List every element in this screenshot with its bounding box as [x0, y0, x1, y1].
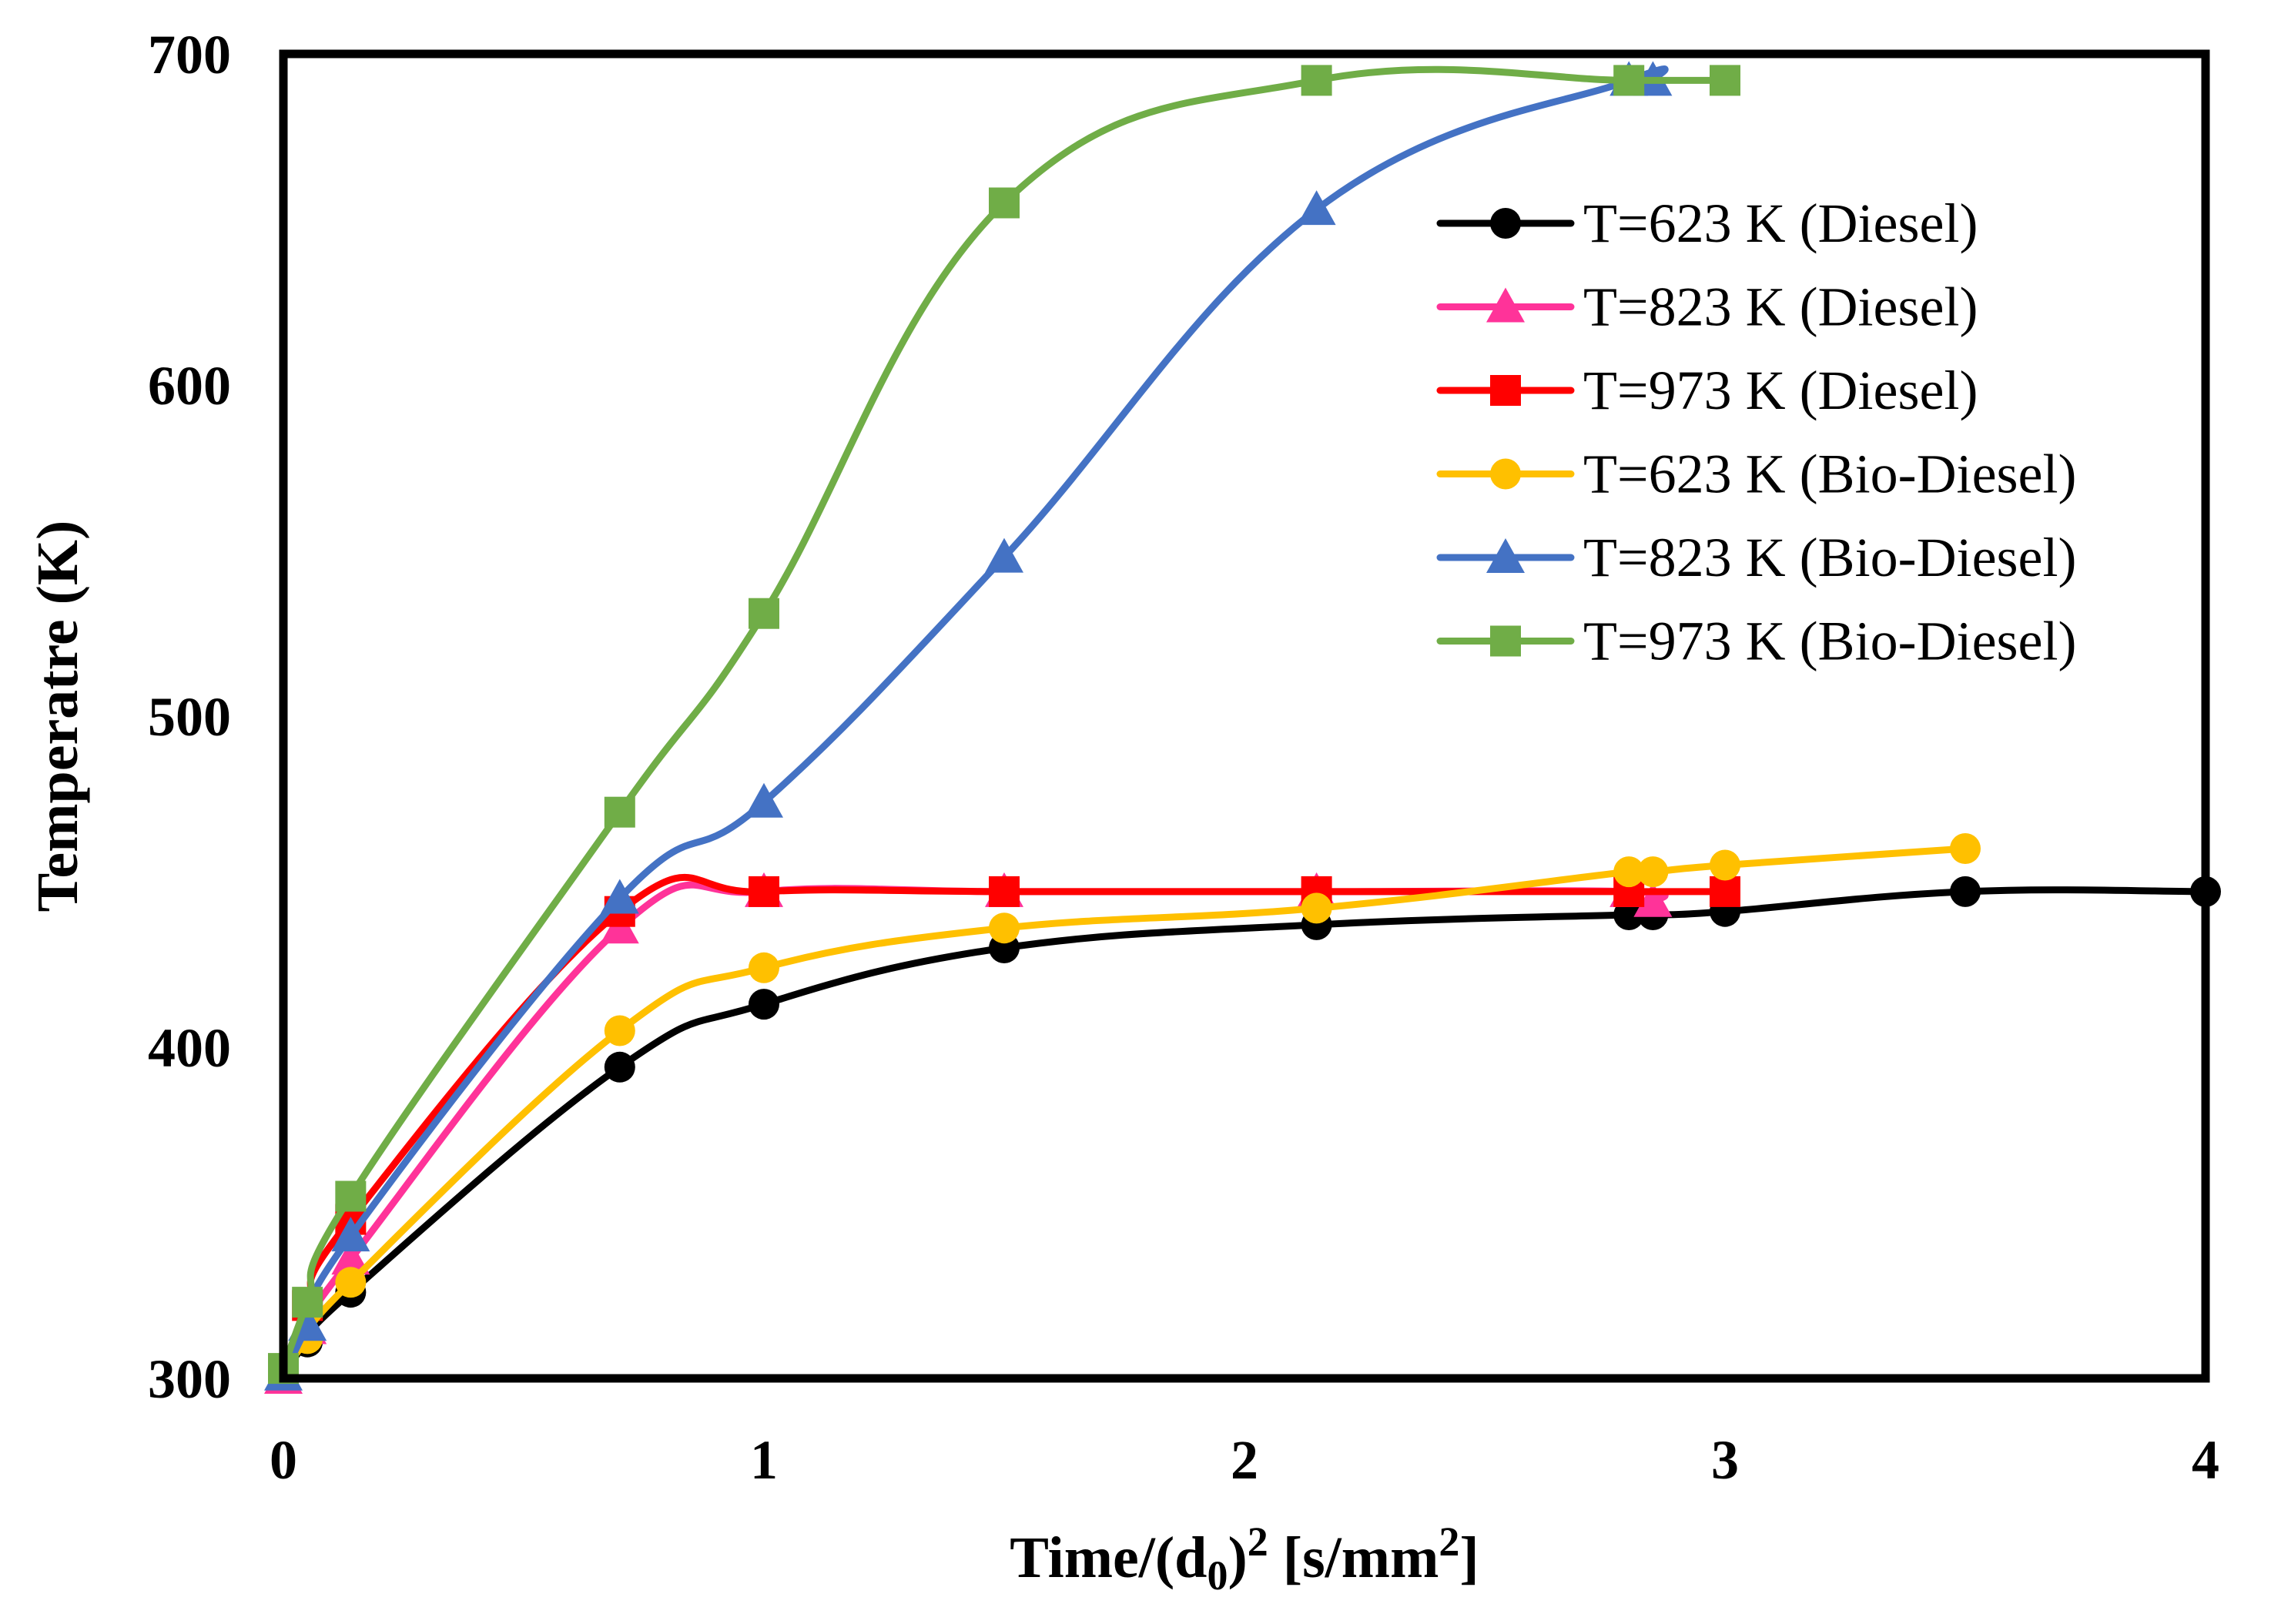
y-tick-label: 400 [148, 1017, 231, 1079]
legend-entry: T=623 K (Diesel) [1436, 193, 1978, 254]
data-point [989, 187, 1020, 219]
data-point [749, 598, 779, 629]
data-point [1950, 876, 1981, 907]
x-axis-title-units-superscript: 2 [1439, 1519, 1459, 1565]
legend-label: T=973 K (Diesel) [1583, 360, 1978, 421]
legend-entry: T=973 K (Diesel) [1436, 360, 1978, 421]
x-axis-title-main: Time/(d [1010, 1525, 1207, 1590]
legend-label: T=623 K (Bio-Diesel) [1583, 444, 2076, 505]
data-point [331, 1240, 370, 1275]
x-tick-label: 4 [2192, 1429, 2219, 1491]
data-point [335, 1267, 367, 1298]
y-tick-label: 600 [148, 355, 231, 417]
data-point [331, 1217, 370, 1252]
legend-label: T=823 K (Diesel) [1583, 276, 1978, 338]
data-point [1633, 882, 1673, 917]
legend-entry: T=973 K (Bio-Diesel) [1436, 611, 2076, 672]
data-point [745, 782, 783, 818]
x-axis-title-end: ] [1459, 1525, 1479, 1590]
legend-entry: T=823 K (Diesel) [1436, 276, 1978, 338]
legend: T=623 K (Diesel) T=823 K (Diesel) T=973 K … [1436, 193, 2076, 672]
data-point [1613, 65, 1645, 96]
data-point [1710, 849, 1740, 881]
data-point [1710, 876, 1740, 907]
legend-swatch-marker [1490, 625, 1521, 657]
x-axis-title: Time/(d0)2 [s/mm2] [1010, 1519, 1479, 1599]
legend-swatch-marker [1486, 287, 1525, 323]
data-point [292, 1287, 323, 1318]
x-axis-title-units: [s/mm [1268, 1525, 1439, 1590]
y-axis-title: Temperatre (K) [25, 521, 90, 912]
x-tick-label: 1 [750, 1429, 778, 1491]
data-point [1710, 65, 1740, 96]
legend-entry: T=823 K (Bio-Diesel) [1436, 527, 2076, 588]
data-point [1637, 856, 1669, 888]
data-point [600, 879, 639, 914]
data-point [1613, 899, 1645, 930]
legend-swatch-marker [1490, 208, 1521, 239]
x-axis-title-superscript: 2 [1248, 1519, 1268, 1565]
y-tick-label: 500 [148, 686, 231, 748]
x-axis-title-subscript: 0 [1207, 1552, 1228, 1599]
data-point [1301, 892, 1332, 924]
y-tick-label: 700 [148, 24, 231, 85]
plot-area-frame [279, 49, 2210, 1383]
series-6 [268, 65, 1740, 1385]
series-layer [264, 61, 2221, 1394]
data-point [604, 1051, 635, 1083]
legend-swatch-marker [1490, 375, 1521, 406]
data-point [604, 796, 635, 828]
legend-swatch-marker [1490, 458, 1521, 490]
legend-label: T=973 K (Bio-Diesel) [1583, 611, 2076, 672]
data-point [989, 876, 1020, 907]
data-point [1613, 856, 1645, 888]
data-point [604, 1015, 635, 1046]
legend-label: T=623 K (Diesel) [1583, 193, 1978, 254]
data-point [749, 876, 779, 907]
data-point [1301, 65, 1332, 96]
data-point [985, 537, 1023, 573]
x-tick-label: 0 [270, 1429, 297, 1491]
data-point [1297, 190, 1336, 226]
series-line [280, 886, 2209, 1375]
legend-swatch-marker [1486, 538, 1525, 573]
x-tick-label: 3 [1711, 1429, 1739, 1491]
data-point [1950, 833, 1981, 864]
data-point [989, 912, 1020, 944]
tick-labels: 0 1 2 3 4 300 400 500 600 700 [148, 24, 2219, 1491]
data-point [749, 952, 779, 983]
data-point [335, 1180, 367, 1212]
legend-entry: T=623 K (Bio-Diesel) [1436, 444, 2076, 505]
x-axis-title-close: ) [1228, 1525, 1247, 1590]
legend-label: T=823 K (Bio-Diesel) [1583, 527, 2076, 588]
data-point [749, 989, 779, 1020]
x-tick-label: 2 [1231, 1429, 1258, 1491]
y-tick-label: 300 [148, 1348, 231, 1410]
